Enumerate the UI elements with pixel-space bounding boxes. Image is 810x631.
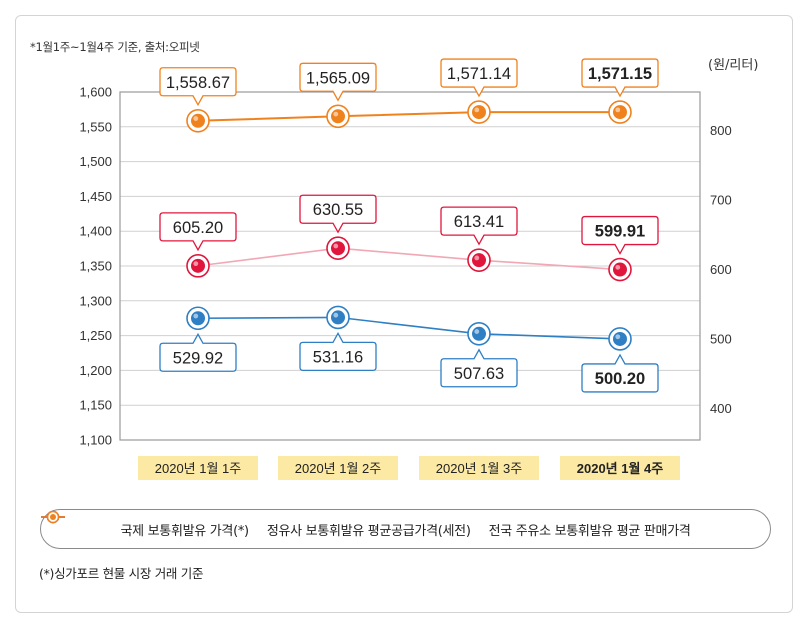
red-marker-highlight — [474, 255, 480, 261]
legend-item-international[interactable]: 국제 보통휘발유 가격(*) — [41, 510, 249, 539]
orange-point-callout — [581, 58, 659, 98]
category-label: 2020년 1월 4주 — [577, 461, 664, 476]
red-data-point — [331, 241, 345, 256]
blue-point-data-label: 507.63 — [454, 365, 504, 383]
right-tick-label: 600 — [710, 262, 732, 277]
right-tick-label: 700 — [710, 192, 732, 207]
left-tick-label: 1,550 — [79, 119, 112, 134]
blue-point-callout — [440, 348, 518, 388]
category-bg — [560, 456, 680, 480]
blue-marker-highlight — [193, 313, 199, 319]
right-tick-label: 500 — [710, 332, 732, 347]
category-label: 2020년 1월 2주 — [295, 461, 382, 476]
plot-frame — [119, 91, 701, 441]
orange-data-point — [191, 113, 205, 128]
red-marker-highlight — [193, 261, 199, 267]
blue-point-callout — [299, 332, 377, 372]
blue-data-point — [331, 310, 345, 325]
orange-marker-highlight — [333, 111, 339, 117]
legend-item-refinery[interactable]: 정유사 보통휘발유 평균공급가격(세전) — [41, 510, 471, 539]
blue-marker-highlight — [474, 329, 480, 334]
blue-point-callout — [159, 332, 237, 372]
left-tick-label: 1,300 — [79, 293, 112, 308]
orange-data-point — [613, 105, 627, 120]
orange-point-data-label: 1,565.09 — [306, 69, 370, 87]
red-data-point — [472, 253, 486, 268]
orange-point-data-label: 1,558.67 — [166, 74, 230, 92]
red-point-callout — [299, 194, 377, 234]
category-bg — [419, 456, 539, 480]
right-tick-label: 800 — [710, 123, 732, 138]
orange-data-point — [472, 105, 486, 120]
red-point-data-label: 630.55 — [313, 201, 363, 219]
category-label: 2020년 1월 3주 — [436, 461, 523, 476]
left-tick-label: 1,400 — [79, 224, 112, 239]
left-tick-label: 1,150 — [79, 398, 112, 413]
orange-series-line — [197, 111, 621, 122]
right-tick-label: 400 — [710, 401, 732, 416]
orange-marker-highlight — [193, 116, 199, 121]
orange-marker-highlight — [474, 107, 480, 113]
red-point-callout — [581, 215, 659, 255]
source-note: *1월1주~1월4주 기준, 출처:오피넷 — [30, 40, 200, 54]
red-point-callout — [159, 212, 237, 252]
red-point-callout — [440, 206, 518, 246]
left-tick-label: 1,450 — [79, 189, 112, 204]
red-data-point — [191, 258, 205, 273]
orange-point-callout — [440, 58, 518, 98]
legend: 국제 보통휘발유 가격(*) 정유사 보통휘발유 평균공급가격(세전) 전국 주… — [40, 509, 771, 549]
red-series-line — [197, 247, 621, 271]
red-point-data-label: 599.91 — [595, 223, 645, 241]
orange-marker-highlight — [615, 107, 621, 113]
left-tick-label: 1,100 — [79, 433, 112, 448]
category-bg — [138, 456, 258, 480]
blue-data-point — [613, 331, 627, 346]
blue-point-data-label: 529.92 — [173, 349, 223, 367]
blue-marker-highlight — [333, 312, 339, 318]
red-marker-highlight — [615, 264, 621, 270]
left-tick-label: 1,350 — [79, 259, 112, 274]
orange-point-data-label: 1,571.15 — [588, 65, 652, 83]
left-tick-label: 1,250 — [79, 328, 112, 343]
category-label: 2020년 1월 1주 — [155, 461, 242, 476]
left-tick-label: 1,600 — [79, 85, 112, 100]
blue-point-callout — [581, 353, 659, 393]
legend-label: 국제 보통휘발유 가격(*) — [120, 523, 249, 539]
legend-label: 정유사 보통휘발유 평균공급가격(세전) — [266, 523, 471, 539]
red-point-data-label: 613.41 — [454, 213, 504, 231]
legend-item-station[interactable]: 전국 주유소 보통휘발유 평균 판매가격 — [41, 510, 691, 539]
left-tick-label: 1,500 — [79, 154, 112, 169]
red-marker-highlight — [333, 243, 339, 249]
category-bg — [278, 456, 398, 480]
blue-data-point — [191, 311, 205, 326]
orange-point-callout — [159, 67, 237, 107]
red-data-point — [613, 262, 627, 277]
orange-data-point — [331, 109, 345, 124]
blue-point-data-label: 531.16 — [313, 348, 363, 366]
orange-point-callout — [299, 62, 377, 102]
blue-marker-highlight — [615, 334, 621, 340]
blue-data-point — [472, 326, 486, 341]
blue-series-line — [197, 316, 621, 340]
legend-label: 전국 주유소 보통휘발유 평균 판매가격 — [488, 523, 691, 539]
orange-marker-icon — [41, 510, 65, 524]
left-tick-label: 1,200 — [79, 363, 112, 378]
blue-point-data-label: 500.20 — [595, 370, 645, 388]
red-point-data-label: 605.20 — [173, 219, 223, 237]
footnote: (*)싱가포르 현물 시장 거래 기준 — [39, 566, 204, 581]
orange-point-data-label: 1,571.14 — [447, 65, 511, 83]
right-axis-unit: (원/리터) — [708, 58, 759, 73]
